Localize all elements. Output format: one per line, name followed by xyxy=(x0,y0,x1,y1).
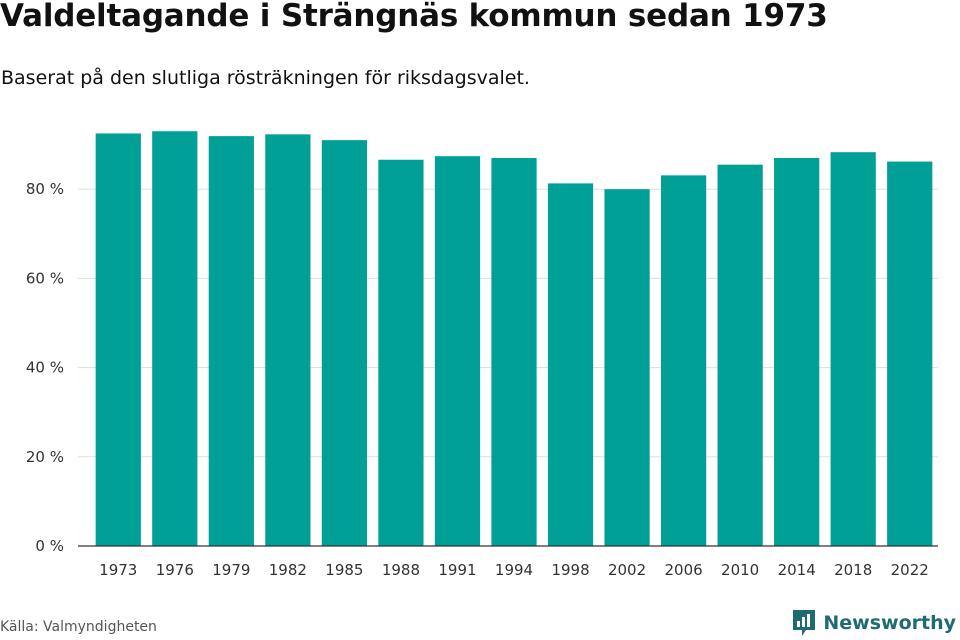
x-tick-label: 1985 xyxy=(325,561,363,579)
x-tick-label: 1973 xyxy=(99,561,137,579)
x-tick-label: 2018 xyxy=(834,561,872,579)
bar-1988 xyxy=(378,159,424,546)
x-tick-label: 1979 xyxy=(212,561,250,579)
x-tick-label: 1988 xyxy=(382,561,420,579)
bar-2014 xyxy=(774,157,820,547)
x-tick-label: 1994 xyxy=(495,561,533,579)
newsworthy-logo-icon xyxy=(793,610,816,636)
bar-2018 xyxy=(830,152,876,546)
source-note: Källa: Valmyndigheten xyxy=(0,619,157,635)
brand: Newsworthy xyxy=(791,608,956,638)
y-tick-label: 40 % xyxy=(26,359,64,377)
bars xyxy=(95,131,933,547)
chart-title: Valdeltagande i Strängnäs kommun sedan 1… xyxy=(0,0,828,34)
bar-2002 xyxy=(604,189,650,546)
x-tick-label: 2014 xyxy=(778,561,816,579)
brand-name: Newsworthy xyxy=(823,612,956,634)
bar-1991 xyxy=(434,156,481,547)
x-tick-labels: 1973 1976 1979 1982 1985 1988 1991 1994 1998 2002… xyxy=(99,561,929,579)
bar-2022 xyxy=(887,161,933,546)
y-tick-label: 20 % xyxy=(26,448,64,466)
x-tick-label: 1982 xyxy=(269,561,307,579)
x-tick-label: 1976 xyxy=(156,561,194,579)
bar-1998 xyxy=(547,183,594,547)
y-tick-label: 80 % xyxy=(26,180,64,198)
y-tick-label: 0 % xyxy=(35,537,64,555)
chart-subtitle: Baserat på den slutliga rösträkningen fö… xyxy=(1,67,530,89)
bar-1979 xyxy=(208,136,254,546)
x-tick-label: 2010 xyxy=(721,561,759,579)
bar-chart: 0 % 20 % 40 % 60 % 80 % 1973 1976 1979 1982 1985… xyxy=(26,131,938,579)
bar-1976 xyxy=(152,131,198,546)
x-tick-label: 1991 xyxy=(438,561,476,579)
x-tick-label: 2006 xyxy=(665,561,703,579)
bar-1994 xyxy=(491,157,537,547)
x-tick-label: 1998 xyxy=(551,561,589,579)
y-tick-labels: 0 % 20 % 40 % 60 % 80 % xyxy=(26,180,64,555)
y-tick-label: 60 % xyxy=(26,269,64,287)
bar-1973 xyxy=(95,133,141,546)
x-tick-label: 2022 xyxy=(891,561,929,579)
x-tick-label: 2002 xyxy=(608,561,646,579)
bar-1982 xyxy=(265,134,311,547)
bar-1985 xyxy=(321,140,368,546)
bar-2010 xyxy=(717,164,763,547)
bar-2006 xyxy=(660,175,707,546)
